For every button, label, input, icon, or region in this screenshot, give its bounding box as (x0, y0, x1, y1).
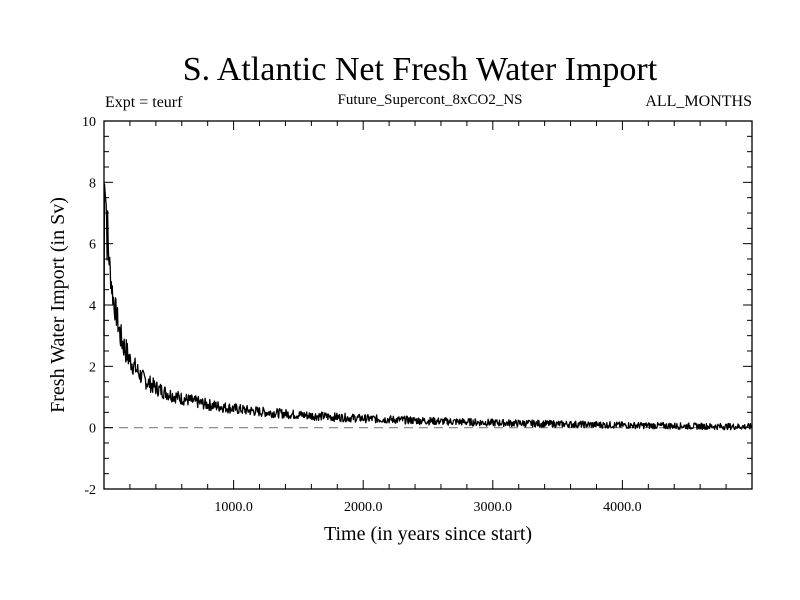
series-line (103, 183, 753, 431)
chart-subtitle: Future_Supercont_8xCO2_NS (338, 92, 523, 108)
months-label: ALL_MONTHS (645, 93, 752, 110)
x-tick-label: 2000.0 (344, 500, 383, 515)
experiment-label: Expt = teurf (105, 94, 183, 111)
y-axis-label: Fresh Water Import (in Sv) (47, 197, 69, 413)
y-tick-label: 10 (82, 115, 96, 130)
y-tick-label: 8 (89, 176, 96, 191)
plot-frame (103, 120, 753, 490)
y-tick-label: 2 (89, 360, 96, 375)
chart-title: S. Atlantic Net Fresh Water Import (183, 51, 658, 88)
y-tick-label: 6 (89, 238, 96, 253)
x-tick-label: 4000.0 (603, 500, 642, 515)
y-tick-label: 0 (89, 422, 96, 437)
y-tick-label: 4 (89, 299, 96, 314)
x-tick-label: 3000.0 (474, 500, 513, 515)
x-axis-label: Time (in years since start) (324, 523, 532, 545)
y-tick-label: -2 (84, 483, 96, 498)
x-tick-label: 1000.0 (214, 500, 253, 515)
